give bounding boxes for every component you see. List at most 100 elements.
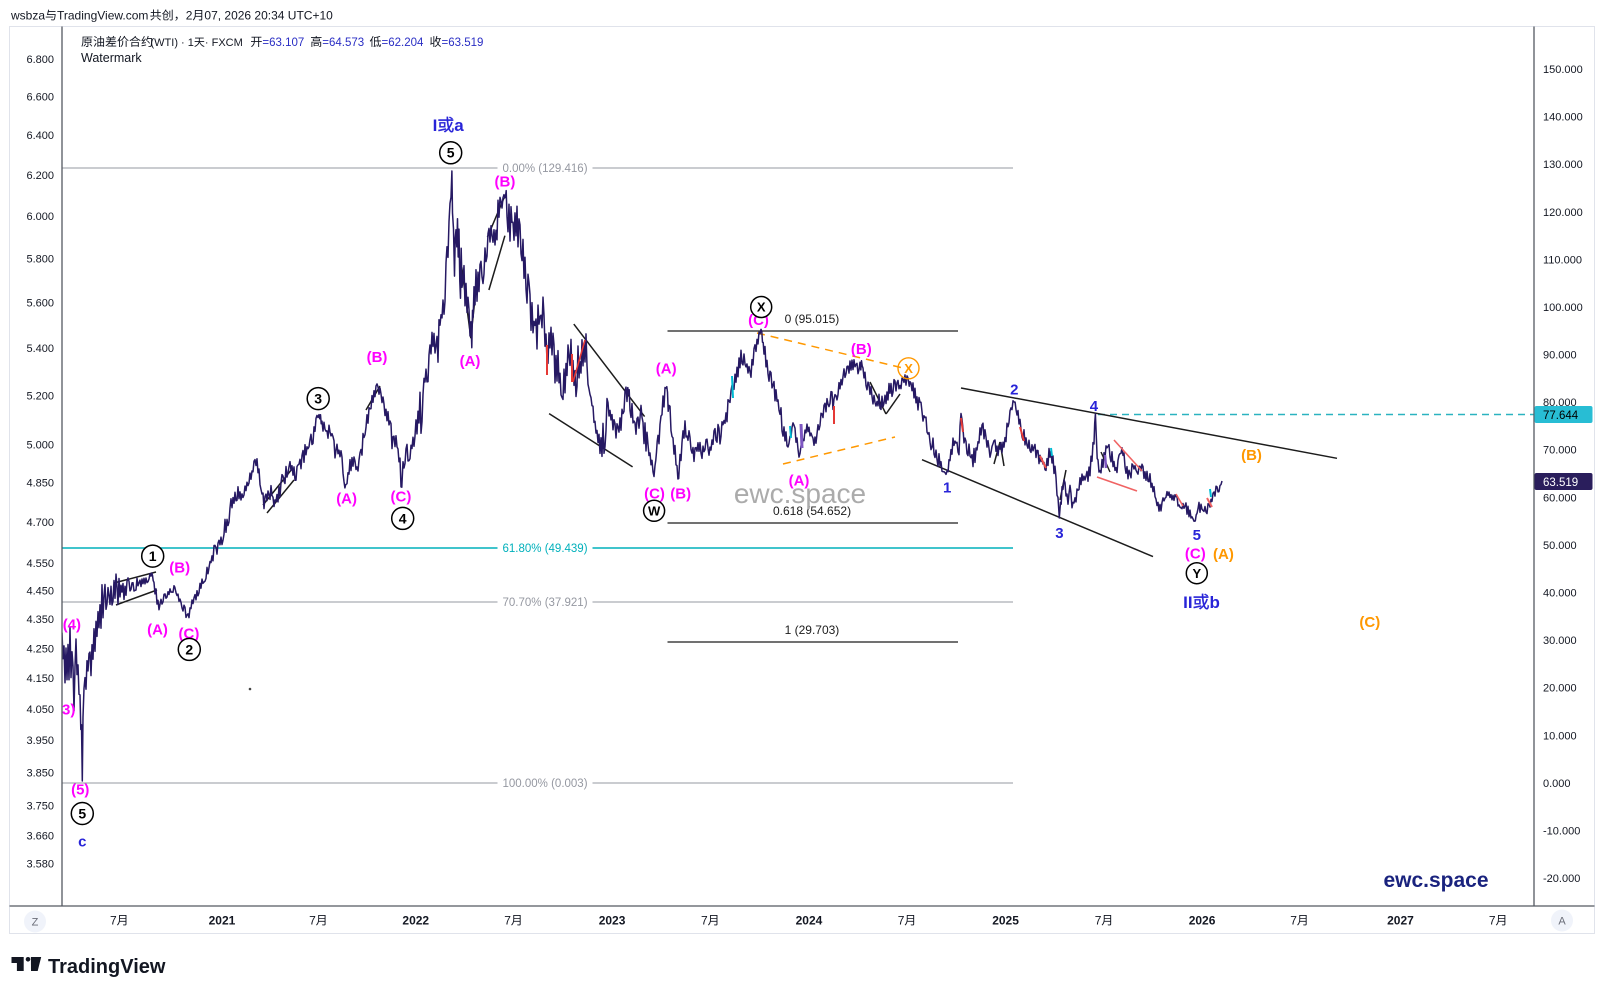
svg-text:3.750: 3.750 bbox=[26, 800, 54, 812]
svg-text:5.200: 5.200 bbox=[26, 390, 54, 402]
svg-text:130.000: 130.000 bbox=[1543, 159, 1583, 171]
svg-text:(A): (A) bbox=[1213, 546, 1234, 563]
svg-text:(C): (C) bbox=[1185, 546, 1206, 563]
svg-text:2025: 2025 bbox=[992, 914, 1019, 928]
svg-text:=62.204: =62.204 bbox=[382, 37, 424, 49]
svg-text:Watermark: Watermark bbox=[81, 51, 142, 65]
svg-text:2: 2 bbox=[185, 641, 193, 657]
svg-text:7: 7 bbox=[1095, 914, 1102, 928]
svg-text:7: 7 bbox=[504, 914, 511, 928]
svg-text:3.950: 3.950 bbox=[26, 735, 54, 747]
svg-text:-10.000: -10.000 bbox=[1543, 826, 1580, 838]
svg-text:6.600: 6.600 bbox=[26, 91, 54, 103]
svg-text:10.000: 10.000 bbox=[1543, 730, 1577, 742]
svg-text:TradingView.com: TradingView.com bbox=[57, 9, 148, 23]
svg-text:3): 3) bbox=[62, 702, 75, 719]
svg-text:(B): (B) bbox=[169, 559, 190, 576]
svg-text:0.000: 0.000 bbox=[1543, 778, 1571, 790]
svg-text:4.700: 4.700 bbox=[26, 517, 54, 529]
svg-text:5: 5 bbox=[1193, 527, 1201, 544]
svg-text:W: W bbox=[648, 503, 661, 518]
svg-text:A: A bbox=[1558, 916, 1566, 928]
svg-text:TradingView: TradingView bbox=[48, 956, 166, 978]
svg-text:0 (95.015): 0 (95.015) bbox=[785, 312, 840, 326]
svg-text:4.550: 4.550 bbox=[26, 558, 54, 570]
svg-text:(A): (A) bbox=[656, 360, 677, 377]
svg-text:(C): (C) bbox=[644, 486, 665, 503]
svg-text:Z: Z bbox=[32, 917, 39, 929]
svg-text:b: b bbox=[1210, 593, 1220, 612]
svg-text:4.350: 4.350 bbox=[26, 614, 54, 626]
svg-text:60.000: 60.000 bbox=[1543, 492, 1577, 504]
svg-text:(A): (A) bbox=[147, 621, 168, 638]
svg-text:2: 2 bbox=[1010, 382, 1018, 399]
svg-text:6.800: 6.800 bbox=[26, 54, 54, 66]
svg-text:2: 2 bbox=[186, 9, 193, 23]
svg-text:5.400: 5.400 bbox=[26, 343, 54, 355]
svg-text:5.800: 5.800 bbox=[26, 253, 54, 265]
svg-text:3.850: 3.850 bbox=[26, 767, 54, 779]
svg-text:(C): (C) bbox=[179, 625, 200, 642]
svg-text:2024: 2024 bbox=[796, 914, 823, 928]
svg-text:07, 2026 20:34 UTC+10: 07, 2026 20:34 UTC+10 bbox=[204, 9, 333, 23]
svg-text:1 (29.703): 1 (29.703) bbox=[785, 623, 840, 637]
svg-text:140.000: 140.000 bbox=[1543, 112, 1583, 124]
svg-text:X: X bbox=[904, 361, 913, 376]
svg-text:61.80% (49.439): 61.80% (49.439) bbox=[503, 543, 588, 555]
svg-text:7: 7 bbox=[898, 914, 905, 928]
svg-text:5.000: 5.000 bbox=[26, 440, 54, 452]
svg-text:(WTI) · 1: (WTI) · 1 bbox=[151, 37, 194, 49]
svg-text:7: 7 bbox=[1489, 914, 1496, 928]
svg-text:7: 7 bbox=[110, 914, 117, 928]
svg-text:5.600: 5.600 bbox=[26, 297, 54, 309]
svg-text:4: 4 bbox=[1090, 398, 1099, 415]
svg-text:a: a bbox=[454, 116, 464, 135]
svg-text:7: 7 bbox=[1290, 914, 1297, 928]
svg-text:2023: 2023 bbox=[599, 914, 626, 928]
svg-text:=63.107: =63.107 bbox=[262, 37, 304, 49]
svg-text:150.000: 150.000 bbox=[1543, 64, 1583, 76]
svg-text:4.150: 4.150 bbox=[26, 673, 54, 685]
svg-text:(5): (5) bbox=[71, 781, 89, 798]
svg-text:2022: 2022 bbox=[402, 914, 429, 928]
svg-text:ewc.space: ewc.space bbox=[734, 478, 866, 509]
svg-text:(A): (A) bbox=[336, 491, 357, 508]
svg-text:(A): (A) bbox=[460, 353, 481, 370]
svg-text:2026: 2026 bbox=[1189, 914, 1216, 928]
svg-text:120.000: 120.000 bbox=[1543, 207, 1583, 219]
svg-text:2027: 2027 bbox=[1387, 914, 1414, 928]
svg-text:40.000: 40.000 bbox=[1543, 588, 1577, 600]
svg-text:6.000: 6.000 bbox=[26, 211, 54, 223]
svg-text:6.200: 6.200 bbox=[26, 170, 54, 182]
svg-text:(B): (B) bbox=[851, 341, 872, 358]
svg-text:110.000: 110.000 bbox=[1543, 254, 1582, 266]
svg-text:3.580: 3.580 bbox=[26, 859, 54, 871]
svg-text:63.519: 63.519 bbox=[1543, 477, 1578, 489]
svg-text:4.450: 4.450 bbox=[26, 586, 54, 598]
svg-text:(B): (B) bbox=[1241, 447, 1262, 464]
svg-text:0.618 (54.652): 0.618 (54.652) bbox=[773, 504, 851, 518]
svg-text:0.00% (129.416): 0.00% (129.416) bbox=[503, 163, 588, 175]
svg-text:ewc.space: ewc.space bbox=[1383, 869, 1488, 892]
svg-text:4.050: 4.050 bbox=[26, 704, 54, 716]
svg-text:(C): (C) bbox=[391, 489, 412, 506]
svg-text:(B): (B) bbox=[495, 173, 516, 190]
svg-text:3.660: 3.660 bbox=[26, 831, 54, 843]
svg-text:(B): (B) bbox=[367, 349, 388, 366]
svg-text:(4): (4) bbox=[63, 617, 81, 634]
svg-text:1: 1 bbox=[149, 548, 157, 564]
svg-text:-20.000: -20.000 bbox=[1543, 873, 1580, 885]
svg-text:70.000: 70.000 bbox=[1543, 445, 1577, 457]
svg-text:=64.573: =64.573 bbox=[322, 37, 364, 49]
svg-text:50.000: 50.000 bbox=[1543, 540, 1577, 552]
svg-text:(C): (C) bbox=[1359, 614, 1380, 631]
svg-text:6.400: 6.400 bbox=[26, 130, 54, 142]
svg-text:77.644: 77.644 bbox=[1543, 410, 1579, 422]
svg-text:X: X bbox=[757, 300, 766, 315]
svg-text:1: 1 bbox=[943, 479, 951, 496]
svg-text:4: 4 bbox=[399, 510, 407, 526]
svg-text:7: 7 bbox=[309, 914, 316, 928]
svg-text:4.850: 4.850 bbox=[26, 478, 54, 490]
svg-text:=63.519: =63.519 bbox=[442, 37, 484, 49]
svg-text:(B): (B) bbox=[670, 486, 691, 503]
